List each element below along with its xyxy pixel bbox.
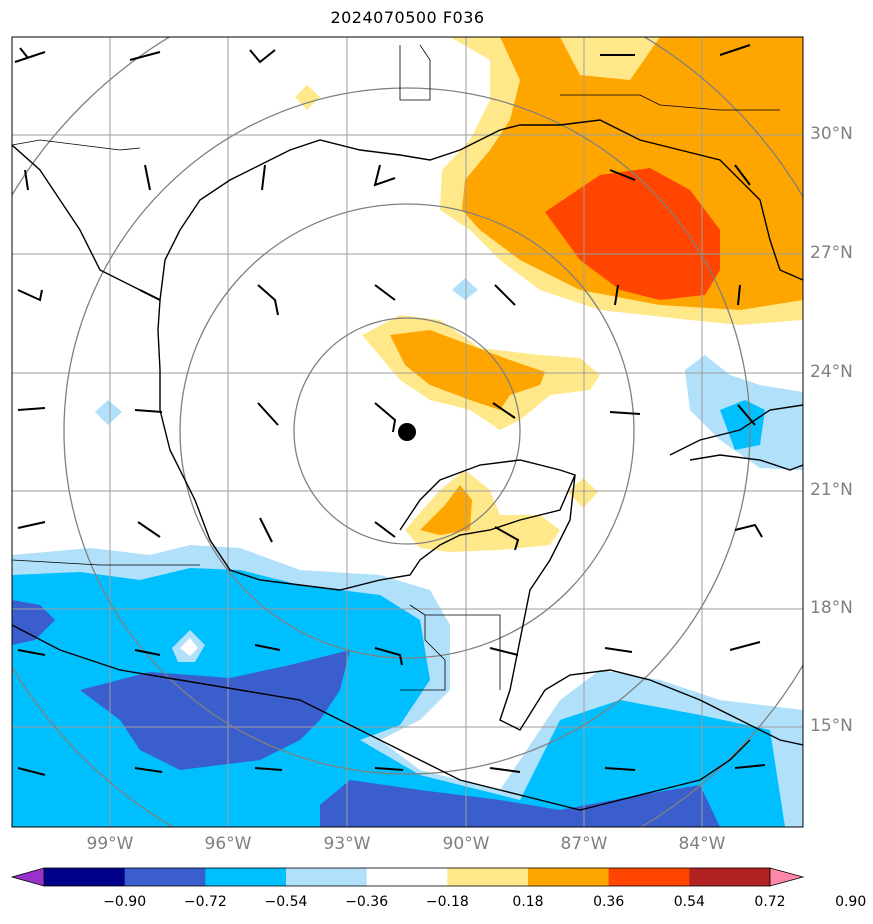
borders xyxy=(12,44,780,691)
colorbar-tick-label: 0.36 xyxy=(593,894,625,910)
colorbar-tick-label: 0.90 xyxy=(835,894,867,910)
colorbar-cell xyxy=(205,868,287,886)
colorbar-cell xyxy=(608,868,690,886)
colorbar-cell xyxy=(44,868,126,886)
colorbar-tick-label: −0.54 xyxy=(264,894,308,910)
shade-orange-gulf xyxy=(390,330,545,410)
colorbar-tick-label: −0.36 xyxy=(345,894,389,910)
shade-red-orange-ne xyxy=(545,168,720,300)
coastlines xyxy=(12,119,803,811)
shade-royal-blue-a xyxy=(80,650,350,770)
colorbar-extend-right xyxy=(769,867,805,887)
lon-label-87w: 87°W xyxy=(560,834,608,854)
colorbar xyxy=(10,867,805,887)
colorbar-tick-label: −0.72 xyxy=(183,894,227,910)
shade-yellow-small-e xyxy=(568,478,598,508)
shade-royal-blue-c xyxy=(320,780,720,827)
chart-title: 2024070500 F036 xyxy=(330,8,485,27)
shade-sky-blue-cuba xyxy=(720,400,765,450)
lon-label-96w: 96°W xyxy=(204,834,252,854)
colorbar-tick-label: 0.72 xyxy=(754,894,786,910)
colorbar-tick-label: −0.90 xyxy=(103,894,147,910)
lon-label-90w: 90°W xyxy=(442,834,490,854)
colorbar-extend-left xyxy=(10,867,45,887)
map-frame xyxy=(11,36,804,828)
storm-center-marker xyxy=(398,423,416,441)
colorbar-tick-label: 0.54 xyxy=(673,894,705,910)
colorbar-tick-label: −0.18 xyxy=(425,894,469,910)
colorbar-cell xyxy=(528,868,610,886)
lat-label-27n: 27°N xyxy=(810,243,853,263)
colorbar-tick-label: 0.18 xyxy=(512,894,544,910)
shade-yellow-small-n xyxy=(295,85,320,110)
lat-label-21n: 21°N xyxy=(810,480,853,500)
colorbar-cell xyxy=(124,868,206,886)
grid-lines xyxy=(12,37,803,827)
range-rings xyxy=(12,37,803,827)
shade-orange-yucatan xyxy=(420,485,472,535)
colorbar-cell xyxy=(689,868,771,886)
shade-light-blue-w xyxy=(95,400,122,425)
lat-label-24n: 24°N xyxy=(810,362,853,382)
shade-light-blue-gulf xyxy=(452,278,478,300)
shade-royal-blue-b xyxy=(12,600,55,645)
shade-yellow-yucatan xyxy=(405,470,560,552)
lon-label-93w: 93°W xyxy=(323,834,371,854)
wind-barbs xyxy=(14,44,766,776)
colorbar-cell xyxy=(447,868,529,886)
colorbar-cell xyxy=(366,868,448,886)
lat-label-18n: 18°N xyxy=(810,598,853,618)
lat-label-30n: 30°N xyxy=(810,124,853,144)
shade-white-hole xyxy=(180,638,198,656)
lat-label-15n: 15°N xyxy=(810,716,853,736)
lon-label-84w: 84°W xyxy=(678,834,726,854)
lon-label-99w: 99°W xyxy=(86,834,134,854)
colorbar-cell xyxy=(286,868,368,886)
